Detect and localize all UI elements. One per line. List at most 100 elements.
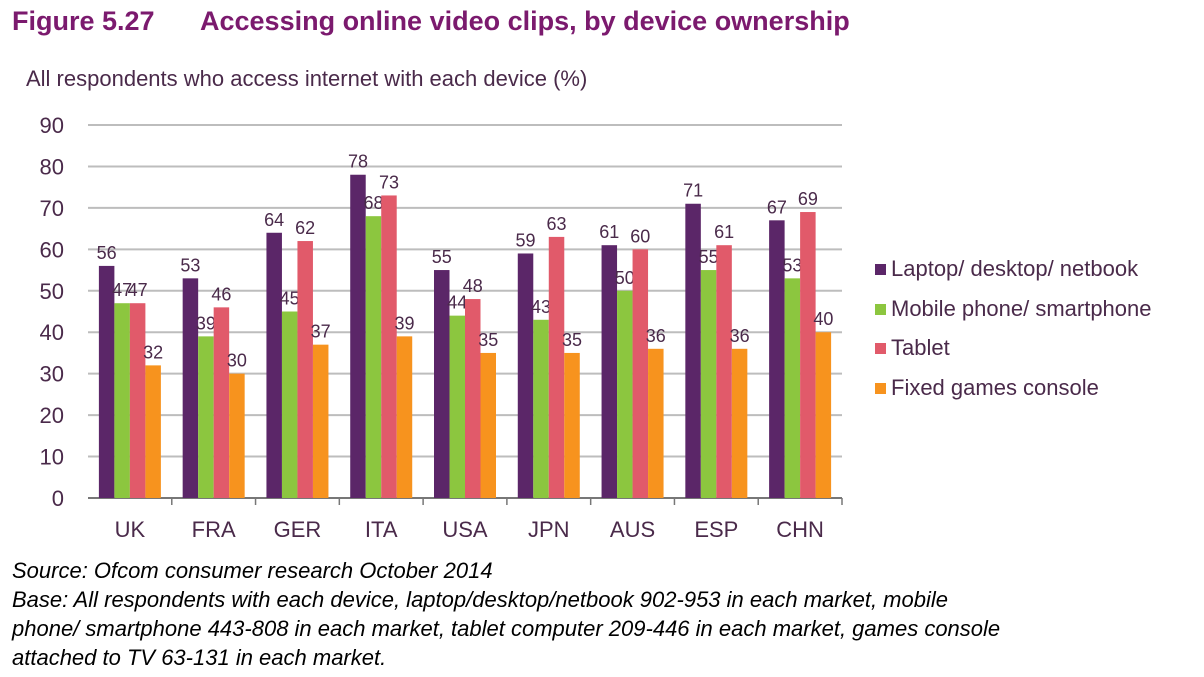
x-tick-label: ITA xyxy=(365,517,398,542)
bar xyxy=(465,299,481,498)
bar xyxy=(281,311,298,498)
bar xyxy=(731,348,748,498)
data-label: 69 xyxy=(798,189,818,209)
bar xyxy=(266,232,282,498)
y-tick-label: 70 xyxy=(40,196,64,221)
x-tick-label: ESP xyxy=(694,517,738,542)
bar xyxy=(769,220,785,499)
x-tick-label: JPN xyxy=(528,517,570,542)
bar xyxy=(229,373,245,498)
data-label: 71 xyxy=(683,181,703,201)
data-label: 64 xyxy=(264,210,284,230)
bar xyxy=(517,253,534,498)
x-tick-label: FRA xyxy=(192,517,236,542)
data-label: 43 xyxy=(531,297,551,317)
bar xyxy=(716,245,732,498)
y-tick-label: 80 xyxy=(40,154,64,179)
data-label: 61 xyxy=(599,222,619,242)
legend-swatch-laptop xyxy=(875,264,886,275)
bar xyxy=(449,315,465,498)
data-label: 55 xyxy=(699,247,719,267)
data-label: 37 xyxy=(311,322,331,342)
bar xyxy=(129,303,146,498)
bar xyxy=(98,265,115,498)
data-label: 39 xyxy=(196,313,216,333)
data-label: 48 xyxy=(463,276,483,296)
legend-label-laptop: Laptop/ desktop/ netbook xyxy=(891,256,1139,281)
data-label: 78 xyxy=(348,152,368,172)
legend-swatch-mobile xyxy=(875,303,886,315)
bar xyxy=(145,365,161,498)
data-label: 39 xyxy=(394,313,414,333)
bar xyxy=(480,352,496,498)
bar xyxy=(548,236,565,498)
y-tick-label: 40 xyxy=(40,320,64,345)
bar xyxy=(213,307,230,498)
bar xyxy=(198,336,214,498)
bar xyxy=(815,332,832,498)
bar xyxy=(114,303,130,498)
data-label: 36 xyxy=(730,326,750,346)
y-tick-label: 50 xyxy=(40,279,64,304)
x-tick-label: AUS xyxy=(610,517,655,542)
data-label: 46 xyxy=(211,284,231,304)
bar xyxy=(601,245,618,498)
bar xyxy=(381,195,397,498)
data-label: 40 xyxy=(813,309,833,329)
data-label: 56 xyxy=(97,243,117,263)
y-tick-label: 60 xyxy=(40,237,64,262)
data-label: 44 xyxy=(447,293,467,313)
data-label: 59 xyxy=(516,230,536,250)
data-label: 67 xyxy=(767,197,787,217)
data-label: 35 xyxy=(478,330,498,350)
bar xyxy=(396,336,413,498)
legend-label-console: Fixed games console xyxy=(891,374,1099,400)
figure-footer: Source: Ofcom consumer research October … xyxy=(12,556,1202,672)
y-tick-label: 20 xyxy=(40,403,64,428)
data-label: 45 xyxy=(280,289,300,309)
data-label: 53 xyxy=(782,255,802,275)
bar xyxy=(617,290,633,498)
bar xyxy=(632,249,649,498)
data-label: 73 xyxy=(379,172,399,192)
legend-swatch-console xyxy=(875,382,886,394)
data-label: 32 xyxy=(143,342,163,362)
data-label: 30 xyxy=(227,351,247,371)
source-note: Source: Ofcom consumer research October … xyxy=(12,558,493,583)
legend-swatch-tablet xyxy=(875,343,886,354)
bar xyxy=(365,216,382,498)
x-tick-label: USA xyxy=(442,517,488,542)
bar xyxy=(434,270,450,498)
bar xyxy=(564,352,580,498)
data-label: 35 xyxy=(562,330,582,350)
data-label: 60 xyxy=(630,226,650,246)
data-label: 63 xyxy=(547,214,567,234)
x-tick-label: CHN xyxy=(776,517,824,542)
bar xyxy=(350,174,366,498)
y-tick-label: 90 xyxy=(40,113,64,138)
data-label: 47 xyxy=(128,280,148,300)
base-note-line-1: Base: All respondents with each device, … xyxy=(12,587,948,612)
data-label: 62 xyxy=(295,218,315,238)
data-label: 36 xyxy=(646,326,666,346)
chart-subtitle: All respondents who access internet with… xyxy=(26,66,588,91)
x-tick-label: UK xyxy=(115,517,146,542)
data-label: 50 xyxy=(615,268,635,288)
bar xyxy=(784,278,801,498)
bar xyxy=(648,348,664,498)
y-tick-label: 10 xyxy=(40,445,64,470)
data-label: 68 xyxy=(363,193,383,213)
bar xyxy=(533,319,549,498)
bar xyxy=(685,203,701,498)
bar xyxy=(182,278,199,498)
bar xyxy=(700,270,717,498)
x-tick-label: GER xyxy=(274,517,322,542)
legend-label-mobile: Mobile phone/ smartphone xyxy=(891,295,1152,321)
figure-title: Accessing online video clips, by device … xyxy=(200,6,850,36)
y-tick-label: 30 xyxy=(40,362,64,387)
y-tick-label: 0 xyxy=(52,486,64,511)
base-note-line-3: attached to TV 63-131 in each market. xyxy=(12,645,387,670)
figure-number: Figure 5.27 xyxy=(12,6,155,36)
data-label: 53 xyxy=(180,255,200,275)
bar xyxy=(312,344,329,498)
